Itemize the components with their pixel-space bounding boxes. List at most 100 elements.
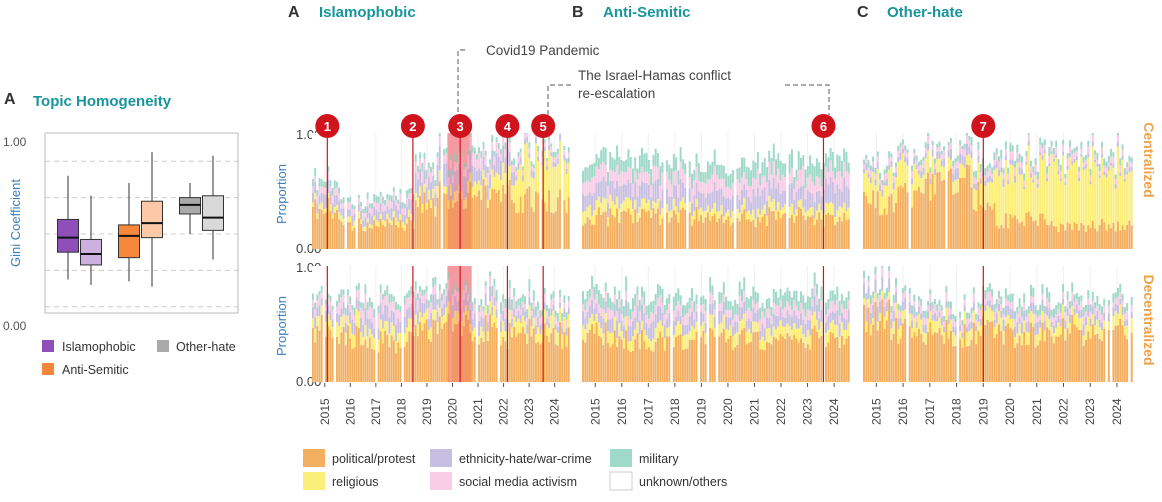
bar-segment-ethnicity xyxy=(904,297,907,310)
bar-segment-religious xyxy=(1036,187,1039,226)
bar-segment-military xyxy=(447,170,450,178)
bar-segment-social xyxy=(738,182,741,200)
event-marker-1: 1 xyxy=(315,114,340,382)
stacked-bar xyxy=(1126,162,1129,249)
bar-segment-ethnicity xyxy=(408,307,411,319)
bar-segment-social xyxy=(1030,166,1033,174)
bar-segment-social xyxy=(965,135,968,144)
bar-segment-political xyxy=(975,211,978,249)
bar-segment-social xyxy=(627,166,630,180)
bar-segment-ethnicity xyxy=(979,318,982,326)
bar-segment-military xyxy=(716,164,718,175)
bar-segment-social xyxy=(659,294,662,307)
x-tick-label: 2018 xyxy=(394,398,408,425)
bar-segment-political xyxy=(567,327,570,382)
bar-segment-military xyxy=(731,305,734,320)
bar-segment-ethnicity xyxy=(388,317,391,334)
stacked-bar xyxy=(713,149,716,249)
bar-segment-ethnicity xyxy=(1048,163,1051,167)
bar-segment-social xyxy=(625,291,628,301)
bar-segment-religious xyxy=(316,212,319,219)
bar-segment-military xyxy=(736,168,739,180)
bar-segment-religious xyxy=(1023,320,1026,332)
x-tick-label: 2021 xyxy=(747,398,761,425)
bar-segment-social xyxy=(552,298,555,305)
bar-segment-social xyxy=(931,308,934,316)
bar-segment-political xyxy=(430,207,432,249)
stacked-bar xyxy=(597,290,600,382)
stacked-bar xyxy=(373,194,376,249)
bar-segment-social xyxy=(1119,165,1122,173)
stacked-bar xyxy=(627,302,630,382)
bar-segment-political xyxy=(1025,344,1028,382)
bar-segment-political xyxy=(656,337,659,382)
bar-segment-political xyxy=(371,348,373,382)
bar-segment-social xyxy=(650,312,653,324)
bar-segment-military xyxy=(938,141,941,147)
stacked-bar xyxy=(414,280,417,382)
bar-segment-religious xyxy=(734,333,737,348)
bar-segment-political xyxy=(795,338,798,382)
bar-segment-social xyxy=(559,133,561,135)
bar-segment-social xyxy=(377,313,380,329)
bar-segment-political xyxy=(872,190,875,249)
bar-segment-religious xyxy=(720,322,723,333)
stacked-bar xyxy=(567,147,570,249)
stacked-bar xyxy=(865,154,868,249)
bar-segment-social xyxy=(831,171,834,182)
bar-segment-ethnicity xyxy=(318,305,321,317)
bar-segment-religious xyxy=(686,334,689,349)
bar-segment-ethnicity xyxy=(454,171,457,192)
bar-segment-social xyxy=(515,171,518,177)
bar-segment-military xyxy=(355,285,358,291)
bar-segment-political xyxy=(1112,329,1115,382)
bar-segment-military xyxy=(500,149,502,155)
bar-segment-political xyxy=(779,333,782,382)
bar-segment-religious xyxy=(772,199,775,211)
bar-segment-ethnicity xyxy=(322,194,325,210)
bar-segment-social xyxy=(318,295,321,306)
x-tick-label: 2017 xyxy=(369,398,383,425)
bar-segment-political xyxy=(1057,336,1060,382)
bar-segment-social xyxy=(517,156,520,163)
bar-segment-religious xyxy=(659,320,662,332)
bar-segment-political xyxy=(813,225,816,249)
bar-segment-religious xyxy=(961,338,964,348)
bar-segment-political xyxy=(1036,345,1039,382)
bar-segment-social xyxy=(322,187,325,195)
stacked-bar xyxy=(647,304,650,382)
stacked-bar xyxy=(1091,133,1094,249)
bar-segment-religious xyxy=(469,173,472,182)
bar-segment-religious xyxy=(467,310,470,320)
bar-segment-religious xyxy=(1107,321,1110,330)
bar-segment-political xyxy=(563,331,566,382)
stacked-bar xyxy=(968,135,971,249)
bar-segment-military xyxy=(510,299,513,311)
stacked-bar xyxy=(1025,309,1028,382)
bar-segment-ethnicity xyxy=(984,304,987,312)
bar-segment-ethnicity xyxy=(845,186,848,212)
stacked-bar xyxy=(892,172,895,249)
bar-segment-military xyxy=(425,285,428,292)
bar-segment-military xyxy=(968,312,971,319)
bar-segment-military xyxy=(940,150,943,155)
bar-segment-ethnicity xyxy=(609,180,612,195)
bar-segment-social xyxy=(517,305,520,311)
stacked-bar xyxy=(604,147,607,249)
bar-segment-religious xyxy=(458,312,461,322)
stacked-bar xyxy=(521,294,524,382)
bar-segment-religious xyxy=(1114,311,1117,326)
bar-segment-social xyxy=(502,137,505,146)
bar-segment-military xyxy=(366,192,369,199)
stacked-bar xyxy=(634,157,637,249)
bar-segment-social xyxy=(384,205,387,211)
bar-segment-social xyxy=(697,180,700,192)
bar-segment-political xyxy=(1100,341,1103,382)
bar-segment-military xyxy=(779,288,782,300)
bar-segment-religious xyxy=(933,175,936,195)
bar-segment-military xyxy=(329,180,332,186)
x-ticks: 2015 2016 2017 2018 2019 2020 2021 2022 2023 2024… xyxy=(318,383,1124,425)
bar-segment-social xyxy=(838,171,841,189)
bar-segment-religious xyxy=(388,333,391,348)
bar-segment-religious xyxy=(647,199,650,211)
